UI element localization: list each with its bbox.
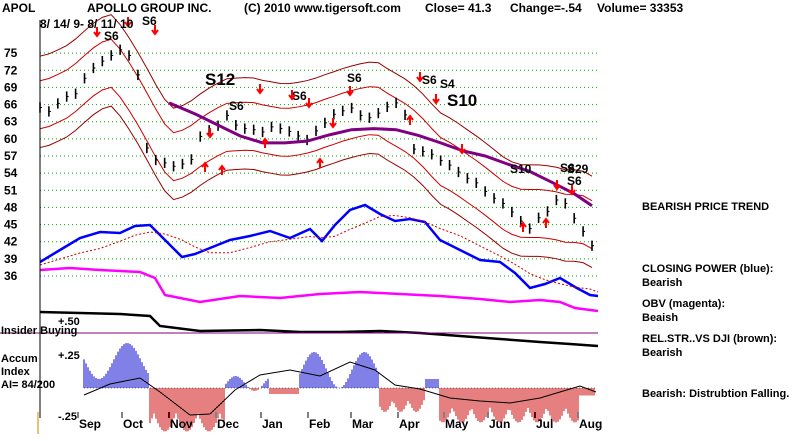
signal-label: S6 [142,14,157,28]
y-tick-label: 36 [4,269,18,283]
ticker-symbol: APOL [2,1,36,15]
obv-title: OBV (magenta): [642,298,726,310]
buy-arrow [316,157,324,168]
volume-value: Volume= 33353 [597,1,684,15]
plus50-label: +.50 [58,316,80,328]
obv-line [39,266,599,313]
index-label: Index [1,366,30,378]
y-tick-label: 69 [4,80,18,94]
y-tick-label: 45 [4,218,18,232]
x-tick-label: May [445,417,469,431]
y-tick-label: 54 [4,166,18,180]
buy-arrow [542,217,550,228]
signal-label: S6 [292,89,307,103]
x-tick-label: Dec [217,417,239,431]
x-tick-label: Oct [123,417,143,431]
signal-label: S29 [567,162,589,176]
closing-power-ma [39,214,599,293]
sell-arrow [256,84,264,95]
plus25-label: +.25 [58,350,80,362]
ai-label: AI= 84/200 [1,379,56,391]
y-tick-label: 51 [4,183,18,197]
moving-average-line [168,101,593,207]
y-tick-label: 66 [4,98,18,112]
rel-strength-value: Bearish [642,347,683,359]
company-name: APOLLO GROUP INC. [87,1,212,15]
x-tick-label: Apr [399,417,420,431]
insider-buying-label: Insider Buying [1,325,78,337]
outer-lower-band [39,105,593,269]
signal-label: S12 [205,70,235,89]
signal-label: S6 [104,29,119,43]
closing-power-line [39,203,599,298]
y-tick-label: 60 [4,132,18,146]
x-tick-label: Nov [170,417,193,431]
y-tick-label: 63 [4,115,18,129]
price-trend-note: BEARISH PRICE TREND [642,201,770,213]
obv-value: Beaish [642,312,679,324]
lower-band [39,86,593,250]
sell-arrow [93,27,101,38]
copyright-text: (C) 2010 www.tigersoft.com [244,1,401,15]
signal-label: S6 [567,174,582,188]
sell-arrow [458,144,466,155]
outer-upper-band [39,14,593,177]
rel-strength-title: REL.STR..VS DJI (brown): [642,333,778,345]
sell-arrow [568,185,576,196]
signal-label: S10 [447,91,477,110]
sell-arrow [553,180,561,191]
sell-arrow [206,128,214,139]
x-tick-label: Jan [262,417,283,431]
signal-label: S6 [347,71,362,85]
close-value: Close= 41.3 [425,1,492,15]
upper-band [39,38,593,202]
closing-power-title: CLOSING POWER (blue): [642,263,774,275]
x-tick-label: Mar [352,417,374,431]
y-tick-label: 48 [4,200,18,214]
accum-smooth-line [83,361,597,416]
y-tick-label: 57 [4,149,18,163]
x-tick-label: Feb [309,417,330,431]
buy-arrow [201,161,209,172]
signal-label: S10 [510,162,532,176]
buy-arrow [406,114,414,125]
change-value: Change=-.54 [510,1,582,15]
signal-label: S4 [440,77,455,91]
signal-label: S6 [229,99,244,113]
x-tick-label: Jul [536,417,553,431]
sell-arrow [329,118,337,129]
sell-arrow [432,94,440,105]
y-tick-label: 39 [4,252,18,266]
sell-arrow [305,98,313,109]
sell-arrow [346,86,354,97]
buy-arrow [519,221,527,232]
sell-arrow [124,17,132,28]
accum-note: Bearish: Distrubtion Falling. [642,388,790,400]
closing-power-value: Bearish [642,277,683,289]
buy-arrow [218,164,226,175]
x-tick-label: Aug [579,417,602,431]
sell-arrow [151,25,159,36]
x-tick-label: Sep [79,417,101,431]
rel-strength-line [39,310,599,348]
signal-label: S6 [560,161,575,175]
buy-arrow [261,137,269,148]
date-range: 8/ 14/ 9- 8/ 11/ 10 [40,17,134,31]
x-tick-label: Jun [489,417,510,431]
sell-arrow [416,72,424,83]
y-tick-label: 75 [4,46,18,60]
accum-label: Accum [1,353,38,365]
y-tick-label: 72 [4,63,18,77]
signal-label: S6 [422,73,437,87]
minus25-label: -.25 [58,411,77,423]
sell-arrow [288,90,296,101]
y-tick-label: 42 [4,235,18,249]
